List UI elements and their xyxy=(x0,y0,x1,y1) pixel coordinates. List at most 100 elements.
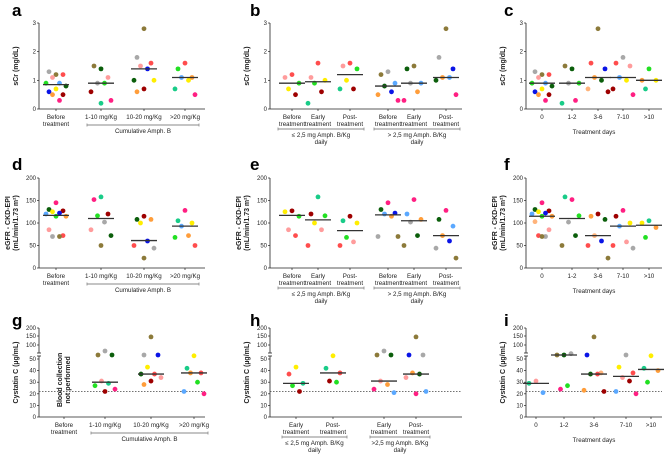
y-tick-label: 20 xyxy=(516,392,523,398)
category-label: Before xyxy=(283,114,302,121)
data-point xyxy=(323,365,329,371)
data-point xyxy=(347,60,353,66)
data-point xyxy=(646,66,652,72)
data-point xyxy=(134,55,140,60)
data-point xyxy=(95,352,101,358)
data-point xyxy=(624,239,629,245)
data-point xyxy=(630,245,636,251)
data-point xyxy=(151,245,157,251)
data-point xyxy=(413,391,419,397)
data-point xyxy=(46,207,52,212)
group-label: Cumulative Amph. B xyxy=(121,436,177,443)
data-point xyxy=(330,353,336,359)
y-axis-label: (mL/min/1.73 m²) xyxy=(13,195,20,251)
data-point xyxy=(401,243,407,248)
data-point xyxy=(573,98,578,103)
y-tick-label: 0 xyxy=(520,107,524,113)
category-label: Before xyxy=(47,273,66,280)
category-label: 10-20 mg/Kg xyxy=(133,422,169,429)
data-point xyxy=(337,86,343,92)
category-label: 10-20 mg/Kg xyxy=(126,273,162,280)
data-point xyxy=(374,352,380,358)
y-tick-label: 0 xyxy=(33,415,37,421)
y-tick-label: 50 xyxy=(516,244,523,250)
annotation-text: Blood collection xyxy=(57,353,64,407)
data-point xyxy=(53,213,59,219)
data-point xyxy=(191,353,197,359)
category-label: 7-10 xyxy=(617,114,630,121)
category-label: 1-2 xyxy=(560,422,570,429)
category-label: treatment xyxy=(401,121,427,128)
category-label: 7-10 xyxy=(620,422,633,429)
group-label: daily xyxy=(315,139,329,146)
data-point xyxy=(46,89,52,95)
data-point xyxy=(53,72,59,77)
data-point xyxy=(623,352,629,358)
data-point xyxy=(340,218,346,224)
category-label: Early xyxy=(377,422,392,429)
data-point xyxy=(315,194,321,200)
data-point xyxy=(627,378,632,384)
data-point xyxy=(192,92,198,98)
category-label: treatment xyxy=(279,121,305,128)
data-point xyxy=(53,200,59,206)
group-label: Cumulative Amph. B xyxy=(115,128,171,135)
data-point xyxy=(536,92,541,98)
group-label: daily xyxy=(394,447,408,454)
data-point xyxy=(88,89,94,95)
data-point xyxy=(296,213,302,219)
category-label: >20 mg/Kg xyxy=(170,114,201,121)
data-point xyxy=(532,69,538,75)
data-point xyxy=(289,208,295,214)
data-point xyxy=(282,75,288,80)
y-axis-label: sCr (mg/dL) xyxy=(500,46,507,85)
data-point xyxy=(50,209,55,215)
y-tick-label: 40 xyxy=(260,369,267,375)
data-point xyxy=(559,243,565,248)
data-point xyxy=(385,69,391,75)
category-label: treatment xyxy=(433,280,459,287)
data-point xyxy=(354,220,360,226)
data-point xyxy=(108,233,114,239)
data-point xyxy=(102,219,107,225)
data-point xyxy=(308,75,314,80)
data-point xyxy=(201,391,207,397)
data-point xyxy=(436,55,442,60)
category-label: treatment xyxy=(43,121,69,128)
y-tick-label: 30 xyxy=(516,380,523,386)
data-point xyxy=(102,389,108,394)
data-point xyxy=(543,98,548,103)
y-axis-label: eGFR - CKD-EPI xyxy=(492,196,499,250)
y-tick-label: 0 xyxy=(264,266,268,272)
data-point xyxy=(599,77,604,83)
data-point xyxy=(88,227,94,233)
data-point xyxy=(286,227,291,233)
data-point xyxy=(148,334,154,340)
data-point xyxy=(50,234,55,239)
data-point xyxy=(595,26,601,32)
annotation-text: not performed xyxy=(65,356,72,403)
category-label: treatment xyxy=(375,121,401,128)
data-point xyxy=(433,245,439,251)
category-label: Post- xyxy=(439,273,453,280)
data-point xyxy=(293,364,299,370)
data-point xyxy=(630,370,636,376)
data-point xyxy=(620,208,626,213)
x-axis-label: Treatment days xyxy=(573,129,616,136)
category-label: treatment xyxy=(305,121,331,128)
data-point xyxy=(453,255,459,261)
data-point xyxy=(532,207,538,212)
y-tick-label: 150 xyxy=(257,199,268,205)
data-point xyxy=(131,77,137,83)
data-point xyxy=(98,100,104,106)
data-point xyxy=(351,86,356,92)
data-point xyxy=(385,200,391,206)
data-point xyxy=(60,92,66,98)
y-tick-label: 50 xyxy=(260,244,267,250)
y-tick-label: 100 xyxy=(257,221,268,227)
group-label: daily xyxy=(308,447,322,454)
data-point xyxy=(175,66,181,72)
data-point xyxy=(340,63,346,69)
data-point xyxy=(404,66,410,72)
data-point xyxy=(610,243,616,248)
